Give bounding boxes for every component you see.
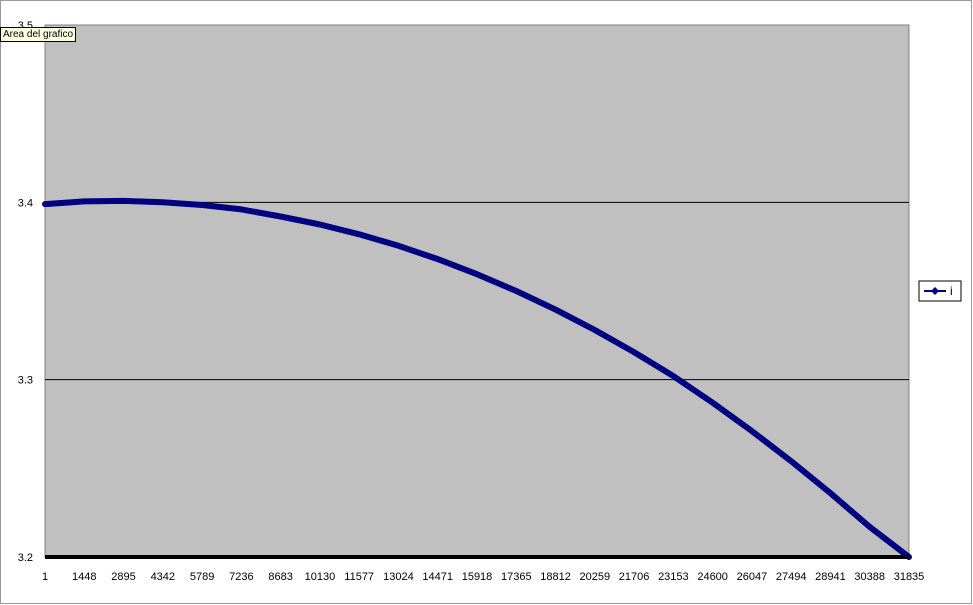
x-tick-label: 4342 [151, 571, 175, 583]
chart-area-tooltip: Area del grafico [0, 27, 77, 42]
data-point [199, 202, 205, 208]
x-tick-label: 5789 [190, 571, 214, 583]
legend-diamond-marker [931, 287, 939, 295]
legend-entry-i: i [950, 284, 953, 298]
data-point [395, 243, 401, 249]
x-tick-label: 20259 [580, 571, 611, 583]
x-tick-label: 10130 [305, 571, 336, 583]
x-tick-label: 11577 [344, 571, 374, 583]
data-point [749, 428, 755, 434]
y-tick-label: 3.4 [18, 197, 33, 209]
data-point [631, 349, 637, 355]
x-tick-label: 28941 [815, 571, 846, 583]
data-point [356, 231, 362, 237]
x-tick-label: 15918 [462, 571, 493, 583]
data-point [710, 400, 716, 406]
data-point [788, 458, 794, 464]
data-point [42, 201, 48, 207]
x-tick-label: 17365 [501, 571, 532, 583]
data-point [121, 198, 127, 204]
data-point [317, 222, 323, 227]
y-tick-label: 3.3 [18, 375, 33, 387]
data-point [278, 214, 284, 220]
data-point [238, 206, 244, 212]
data-point [553, 307, 559, 313]
data-point [81, 198, 87, 204]
legend[interactable]: i [918, 280, 962, 302]
x-tick-label: 31835 [894, 571, 925, 583]
x-tick-label: 7236 [229, 571, 253, 583]
x-tick-label: 24600 [697, 571, 728, 583]
data-point [827, 490, 833, 496]
x-tick-label: 13024 [383, 571, 414, 583]
data-point [670, 373, 676, 379]
x-tick-label: 8683 [268, 571, 292, 583]
plot-area[interactable] [44, 24, 910, 558]
x-tick-label: 21706 [619, 571, 650, 583]
x-tick-label: 23153 [658, 571, 689, 583]
data-point [160, 199, 166, 205]
x-tick-label: 14471 [422, 571, 453, 583]
x-tick-label: 2895 [111, 571, 135, 583]
x-tick-label: 26047 [737, 571, 768, 583]
x-tick-label: 1448 [72, 571, 96, 583]
x-axis-tick-labels: 1 1448 2895 4342 5789 7236 8683 10130 11577 13024… [42, 571, 924, 583]
data-point [474, 271, 480, 277]
data-point [592, 327, 598, 333]
data-point [513, 288, 519, 294]
x-tick-label: 27494 [776, 571, 807, 583]
data-point [867, 524, 873, 530]
x-tick-label: 18812 [540, 571, 571, 583]
y-tick-label: 3.2 [18, 552, 33, 564]
series-i-points [42, 198, 912, 560]
x-tick-label: 1 [42, 571, 48, 583]
data-point [435, 256, 441, 262]
x-tick-label: 30388 [854, 571, 885, 583]
